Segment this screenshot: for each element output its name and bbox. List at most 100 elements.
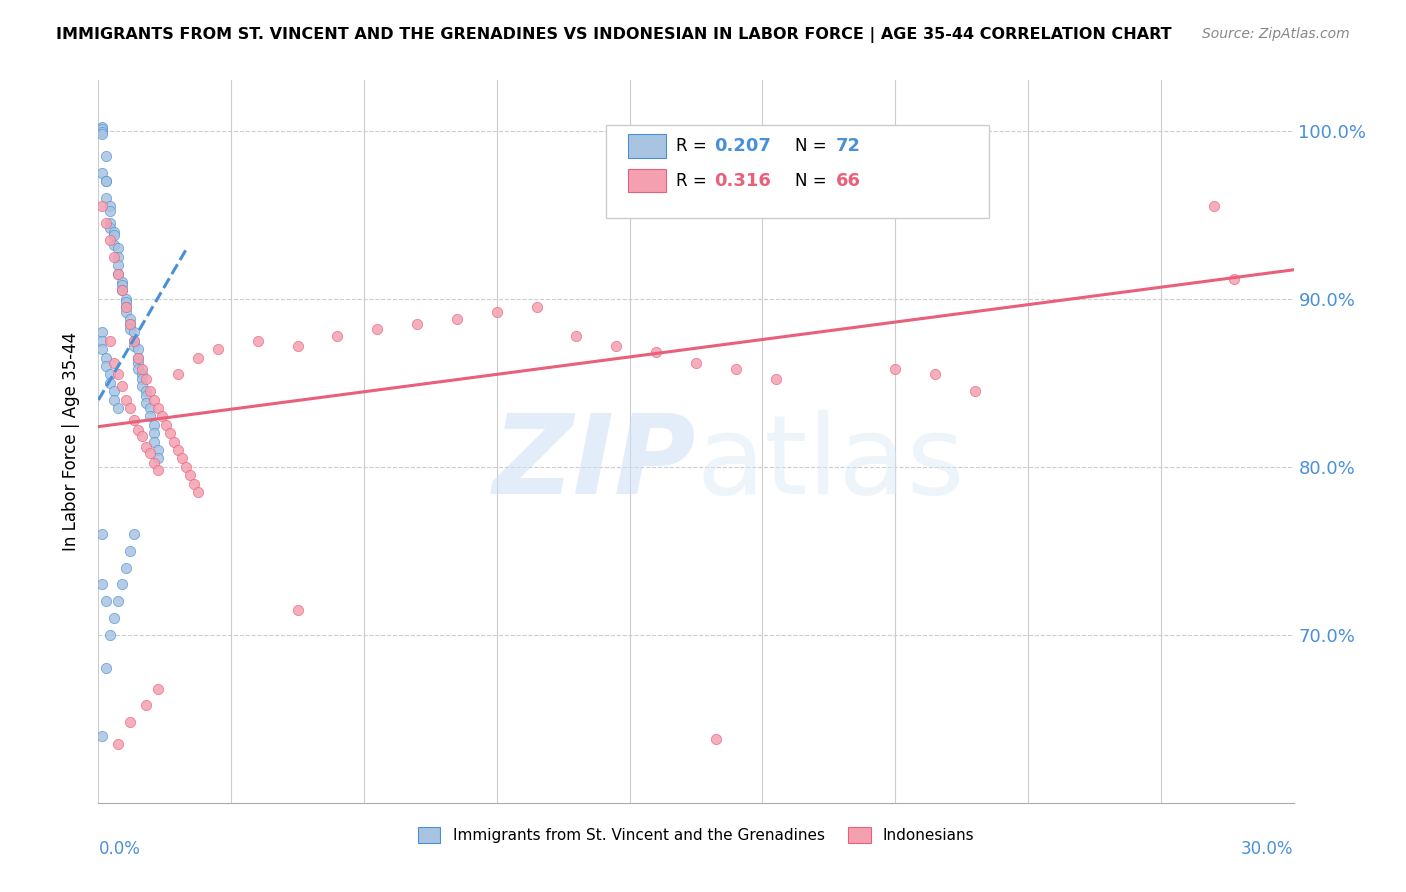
Point (143, 456, 166, 470)
Point (111, 275, 134, 289)
Point (98, 376, 122, 390)
Point (131, 379, 153, 393)
Point (143, 392, 166, 407)
Point (96, 174, 118, 188)
Point (124, 413, 146, 427)
Point (127, 351, 149, 365)
Point (167, 368, 190, 382)
Point (924, 368, 946, 382)
Text: 30.0%: 30.0% (1241, 839, 1294, 858)
Y-axis label: In Labor Force | Age 35-44: In Labor Force | Age 35-44 (62, 332, 80, 551)
Point (526, 300, 548, 314)
Point (704, 731, 727, 746)
Point (135, 384, 157, 398)
Point (98, 204, 122, 219)
Point (91, 527, 114, 541)
Point (446, 311, 468, 326)
Point (124, 334, 146, 348)
Point (103, 250, 125, 264)
Point (120, 317, 142, 331)
Point (143, 434, 166, 449)
Text: ZIP: ZIP (492, 409, 696, 516)
Point (135, 440, 157, 454)
Point (124, 334, 146, 348)
Point (115, 305, 138, 319)
Point (287, 339, 309, 353)
Text: 0.207: 0.207 (714, 137, 770, 155)
Point (115, 300, 138, 314)
Point (96, 661, 118, 675)
Point (111, 283, 134, 297)
Point (107, 368, 129, 382)
Point (174, 459, 197, 474)
Point (155, 417, 177, 432)
Point (96, 174, 118, 188)
Point (179, 468, 201, 483)
Point (103, 392, 125, 407)
Text: IMMIGRANTS FROM ST. VINCENT AND THE GRENADINES VS INDONESIAN IN LABOR FORCE | AG: IMMIGRANTS FROM ST. VINCENT AND THE GREN… (56, 27, 1171, 43)
Point (724, 362, 747, 376)
Point (98, 221, 122, 235)
Point (115, 560, 138, 574)
Point (167, 442, 190, 457)
Point (135, 396, 157, 410)
Point (91, 122, 114, 136)
Point (139, 409, 162, 424)
Point (98, 233, 122, 247)
Point (107, 241, 129, 255)
Point (91, 199, 114, 213)
Point (127, 351, 149, 365)
Point (127, 342, 149, 356)
Text: 0.316: 0.316 (714, 172, 770, 190)
Point (111, 278, 134, 293)
Point (96, 216, 118, 230)
Point (124, 339, 146, 353)
Point (765, 372, 787, 386)
Point (98, 216, 122, 230)
Point (91, 125, 114, 139)
Point (115, 300, 138, 314)
Point (127, 362, 149, 376)
Point (103, 384, 125, 398)
Point (187, 351, 209, 365)
Point (172, 451, 194, 466)
Point (143, 426, 166, 441)
Point (963, 384, 986, 398)
Point (111, 379, 134, 393)
Point (131, 372, 153, 386)
Point (287, 602, 309, 616)
Point (91, 577, 114, 591)
Point (148, 442, 170, 457)
Point (131, 368, 153, 382)
Point (143, 417, 166, 432)
Legend: Immigrants from St. Vincent and the Grenadines, Indonesians: Immigrants from St. Vincent and the Gren… (412, 822, 980, 849)
Point (163, 434, 186, 449)
Point (115, 392, 138, 407)
Point (120, 543, 142, 558)
Point (107, 267, 129, 281)
Point (120, 401, 142, 415)
Point (107, 258, 129, 272)
Point (98, 334, 122, 348)
Text: R =: R = (676, 137, 711, 155)
Point (107, 594, 129, 608)
Point (107, 267, 129, 281)
Point (96, 359, 118, 373)
Point (884, 362, 907, 376)
Point (150, 409, 173, 424)
Point (103, 238, 125, 252)
Point (485, 305, 508, 319)
Point (131, 429, 153, 443)
Point (135, 389, 157, 403)
Point (103, 225, 125, 239)
Point (103, 227, 125, 242)
Point (98, 199, 122, 213)
Point (127, 423, 149, 437)
Point (91, 120, 114, 135)
Text: Source: ZipAtlas.com: Source: ZipAtlas.com (1202, 27, 1350, 41)
Point (1223, 271, 1246, 285)
Point (91, 326, 114, 340)
Point (148, 463, 170, 477)
Point (131, 362, 153, 376)
Point (1202, 199, 1225, 213)
